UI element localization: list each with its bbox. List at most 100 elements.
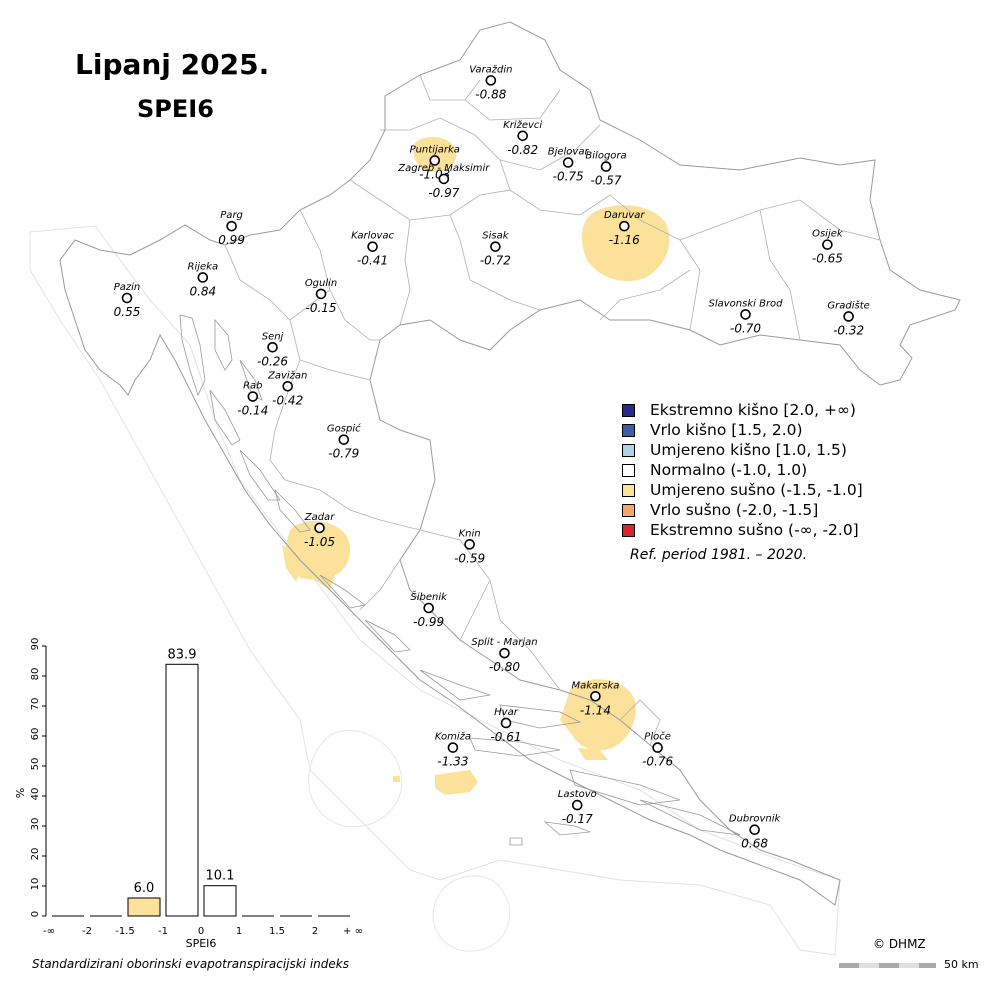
station-name: Zavižan xyxy=(267,369,307,381)
station-value: -0.32 xyxy=(833,323,864,337)
x-axis-label: SPEI6 xyxy=(186,937,217,950)
station: Komiža -1.33 xyxy=(435,731,471,769)
island xyxy=(569,769,681,806)
station: Varaždin -0.88 xyxy=(469,63,512,101)
island xyxy=(469,737,561,757)
station-value: -0.80 xyxy=(489,660,520,674)
histogram-bar xyxy=(165,663,199,917)
county-border xyxy=(619,699,661,746)
station: Šibenik -0.99 xyxy=(410,590,448,629)
map-subtitle: SPEI6 xyxy=(137,95,214,123)
x-tick-label: -∞ xyxy=(43,926,55,937)
dry-region-zadar xyxy=(285,520,351,590)
station-marker xyxy=(485,75,497,86)
legend: Ekstremno kišno [2.0, +∞) Vrlo kišno [1.5… xyxy=(622,400,863,540)
county-border xyxy=(499,159,611,216)
station-marker xyxy=(600,161,612,172)
station-name: Rab xyxy=(243,381,262,392)
legend-item: Umjereno sušno (-1.5, -1.0] xyxy=(622,480,863,500)
x-tick-label: 1 xyxy=(236,926,242,937)
station-marker xyxy=(197,272,209,283)
station: Rijeka 0.84 xyxy=(188,261,219,298)
county-border xyxy=(349,179,511,221)
x-tick-label: -2 xyxy=(82,926,92,937)
station-name: Zagreb - Maksimir xyxy=(397,163,490,174)
station-marker xyxy=(499,647,510,659)
island xyxy=(639,799,741,836)
station: Zavižan -0.42 xyxy=(267,369,307,407)
county-border xyxy=(399,219,411,326)
station-name: Sisak xyxy=(482,231,509,242)
station-marker xyxy=(822,239,833,250)
sea-outline xyxy=(29,225,841,956)
station-marker xyxy=(652,742,663,753)
county-border xyxy=(269,359,421,531)
station-value: -0.76 xyxy=(642,755,673,769)
county-border xyxy=(359,559,401,611)
station-name: Lastovo xyxy=(558,789,597,800)
station-value: -1.14 xyxy=(580,703,611,717)
islands xyxy=(179,314,741,846)
station-value: -0.82 xyxy=(507,143,538,157)
island xyxy=(209,389,241,446)
scale-segment xyxy=(839,963,859,968)
station-value: -0.59 xyxy=(454,551,485,565)
bar-value-label: 10.1 xyxy=(206,869,235,884)
y-axis-label: % xyxy=(14,788,27,798)
county-border xyxy=(759,209,801,341)
station: Senj -0.26 xyxy=(257,331,288,368)
x-tick-label: 2 xyxy=(312,926,318,937)
scale-segment xyxy=(859,963,879,968)
scale-segment xyxy=(899,963,919,968)
station-value: -0.97 xyxy=(428,186,459,200)
y-tick-label: 0 xyxy=(30,911,41,917)
scale-bar xyxy=(839,963,936,968)
station-marker xyxy=(423,602,434,614)
county-borders xyxy=(224,74,881,746)
station-name: Makarska xyxy=(571,680,619,691)
dry-region-puntijarka xyxy=(413,136,457,173)
station-name: Rijeka xyxy=(188,261,219,272)
station-value: -0.26 xyxy=(257,354,288,368)
station: Križevci -0.82 xyxy=(503,119,542,157)
station-name: Osijek xyxy=(812,229,844,240)
index-caption: Standardizirani oborinski evapotranspira… xyxy=(32,957,349,971)
station-name: Varaždin xyxy=(469,63,512,75)
legend-label: Ekstremno sušno (-∞, -2.0] xyxy=(650,521,859,539)
y-tick-label: 60 xyxy=(30,728,41,741)
station-marker xyxy=(282,380,293,392)
histogram-bar xyxy=(203,885,237,917)
station: Split - Marjan -0.80 xyxy=(471,637,537,674)
station-name: Parg xyxy=(220,210,243,221)
station-name: Križevci xyxy=(503,119,542,131)
station-marker xyxy=(490,241,501,252)
station-name: Hvar xyxy=(494,707,519,718)
y-tick-label: 80 xyxy=(30,668,41,681)
station-name: Ogulin xyxy=(305,278,337,289)
station-marker xyxy=(367,241,378,252)
station: Parg 0.99 xyxy=(218,210,245,247)
station-name: Daruvar xyxy=(604,210,645,221)
county-border xyxy=(599,269,691,321)
y-tick-label: 90 xyxy=(30,638,41,651)
station: Bjelovar -0.75 xyxy=(548,147,590,184)
station-value: -0.99 xyxy=(413,615,444,629)
dry-region-vis xyxy=(435,770,478,795)
station-name: Split - Marjan xyxy=(471,637,537,648)
station: Makarska -1.14 xyxy=(571,680,619,717)
station-marker xyxy=(749,824,760,836)
scale-segment xyxy=(919,963,936,968)
station-value: -1.05 xyxy=(304,535,335,549)
x-tick-label: + ∞ xyxy=(343,926,363,937)
station-value: -0.57 xyxy=(591,174,622,188)
legend-label: Vrlo kišno [1.5, 2.0) xyxy=(650,421,803,439)
station-value: -0.15 xyxy=(306,301,337,315)
island xyxy=(499,704,582,729)
legend-item: Ekstremno sušno (-∞, -2.0] xyxy=(622,520,863,540)
station-value: 0.84 xyxy=(189,284,216,298)
island-circle-outline-2 xyxy=(432,875,511,952)
station-name: Karlovac xyxy=(351,231,394,242)
county-border xyxy=(449,214,541,311)
y-tick-label: 30 xyxy=(30,818,41,831)
